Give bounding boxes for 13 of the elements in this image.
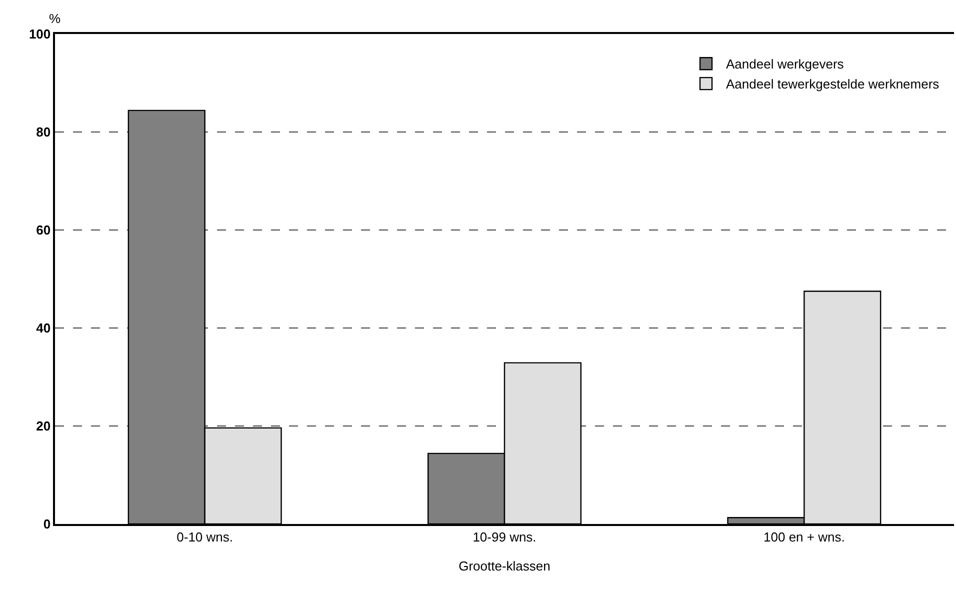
y-tick-label: 80 — [36, 124, 51, 140]
x-tick-label: 0-10 wns. — [176, 529, 234, 544]
y-tick-label: 0 — [43, 516, 51, 532]
legend-label: Aandeel werkgevers — [726, 56, 844, 72]
x-axis-title: Grootte-klassen — [458, 558, 550, 574]
y-tick-label: 100 — [28, 26, 51, 42]
y-axis-title: % — [49, 11, 61, 26]
x-tick-label: 100 en + wns. — [764, 529, 845, 544]
x-tick-label: 10-99 wns. — [472, 529, 536, 544]
y-tick-label: 60 — [36, 222, 51, 238]
y-tick-label: 20 — [36, 418, 51, 434]
legend-label: Aandeel tewerkgestelde werknemers — [726, 76, 940, 92]
y-tick-label: 40 — [36, 320, 51, 336]
